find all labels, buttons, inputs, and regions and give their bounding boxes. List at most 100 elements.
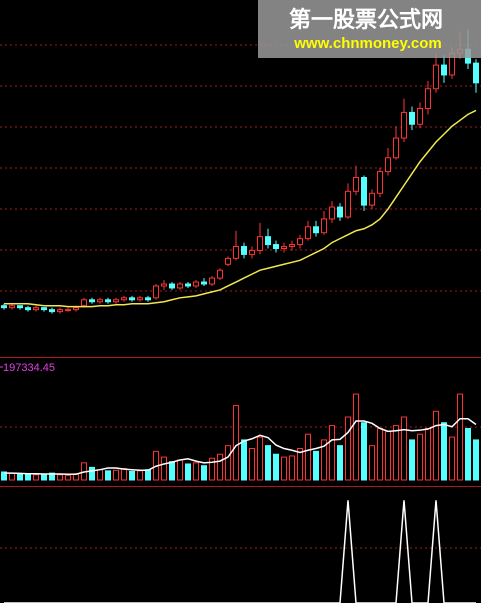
- candle-body: [249, 249, 255, 255]
- candle-body: [409, 111, 415, 125]
- volume-bar: [1, 471, 7, 481]
- candle-body: [153, 285, 159, 299]
- volume-bar: [161, 456, 167, 481]
- candle-body: [393, 137, 399, 159]
- volume-bar: [193, 462, 199, 481]
- volume-bar: [337, 445, 343, 481]
- volume-bar: [49, 472, 55, 481]
- volume-bar: [169, 461, 175, 481]
- candle-body: [369, 192, 375, 206]
- volume-bar: [265, 445, 271, 481]
- volume-bar: [225, 445, 231, 481]
- candle-body: [473, 62, 479, 84]
- volume-bar: [441, 422, 447, 481]
- candle-body: [1, 305, 7, 309]
- volume-bar: [449, 436, 455, 481]
- candle-body: [161, 283, 167, 287]
- candle-body: [105, 299, 111, 303]
- volume-bar: [185, 463, 191, 481]
- candle-body: [9, 305, 15, 309]
- candle-body: [25, 307, 31, 311]
- volume-bar: [377, 427, 383, 481]
- volume-bar: [249, 448, 255, 481]
- candle-body: [305, 226, 311, 240]
- candle-body: [81, 299, 87, 307]
- candle-body: [97, 299, 103, 303]
- candle-body: [137, 297, 143, 301]
- candle-body: [193, 281, 199, 287]
- volume-bar: [393, 425, 399, 481]
- volume-bar: [9, 472, 15, 481]
- candle-body: [129, 297, 135, 301]
- volume-bar: [329, 425, 335, 481]
- volume-bar: [233, 405, 239, 481]
- volume-bar: [33, 474, 39, 481]
- candle-body: [209, 277, 215, 285]
- candle-body: [377, 171, 383, 194]
- candle-body: [401, 111, 407, 139]
- candle-body: [345, 190, 351, 218]
- watermark-box: [258, 0, 481, 58]
- volume-bar: [217, 453, 223, 481]
- candle-body: [417, 107, 423, 125]
- volume-bar: [145, 469, 151, 481]
- volume-bar: [465, 427, 471, 481]
- volume-bar: [121, 468, 127, 481]
- volume-bar: [129, 470, 135, 481]
- volume-average: [4, 417, 477, 476]
- signal-line: [4, 500, 476, 603]
- volume-bar: [41, 473, 47, 481]
- candle-body: [217, 269, 223, 279]
- candle-body: [273, 244, 279, 250]
- volume-bar: [241, 439, 247, 481]
- volume-bar: [273, 453, 279, 481]
- candle-body: [321, 218, 327, 234]
- moving-average: [4, 109, 477, 308]
- volume-bar: [457, 393, 463, 481]
- volume-bar: [17, 473, 23, 481]
- candle-body: [233, 246, 239, 259]
- volume-bar: [201, 465, 207, 481]
- volume-bar: [313, 450, 319, 481]
- volume-bar: [105, 470, 111, 481]
- candle-body: [65, 309, 71, 312]
- watermark-url: www.chnmoney.com: [293, 35, 442, 52]
- candle-body: [425, 88, 431, 109]
- candle-body: [361, 177, 367, 206]
- candle-body: [257, 236, 263, 251]
- candle-body: [113, 299, 119, 303]
- candle-body: [313, 226, 319, 234]
- candle-body: [265, 236, 271, 246]
- candle-body: [145, 297, 151, 301]
- volume-bar: [409, 439, 415, 481]
- candle-body: [281, 246, 287, 249]
- candle-body: [73, 307, 79, 311]
- volume-bar: [361, 422, 367, 481]
- candle-body: [89, 299, 95, 303]
- volume-bar: [433, 410, 439, 481]
- volume-bar: [177, 459, 183, 481]
- volume-bar: [297, 448, 303, 481]
- candle-body: [441, 64, 447, 76]
- volume-bar: [321, 439, 327, 481]
- watermark-title: 第一股票公式网: [289, 7, 443, 32]
- volume-bar: [401, 416, 407, 481]
- candle-body: [433, 64, 439, 90]
- volume-bar: [353, 393, 359, 481]
- candle-body: [201, 281, 207, 285]
- volume-bar: [289, 455, 295, 481]
- volume-bar: [345, 416, 351, 481]
- volume-bar: [209, 457, 215, 481]
- candle-body: [185, 283, 191, 287]
- volume-bar: [257, 436, 263, 481]
- volume-bar: [385, 430, 391, 481]
- volume-bar: [25, 473, 31, 481]
- candle-body: [57, 309, 63, 313]
- volume-bar: [113, 469, 119, 481]
- volume-bar: [137, 470, 143, 481]
- volume-bar: [305, 433, 311, 481]
- candle-body: [177, 283, 183, 289]
